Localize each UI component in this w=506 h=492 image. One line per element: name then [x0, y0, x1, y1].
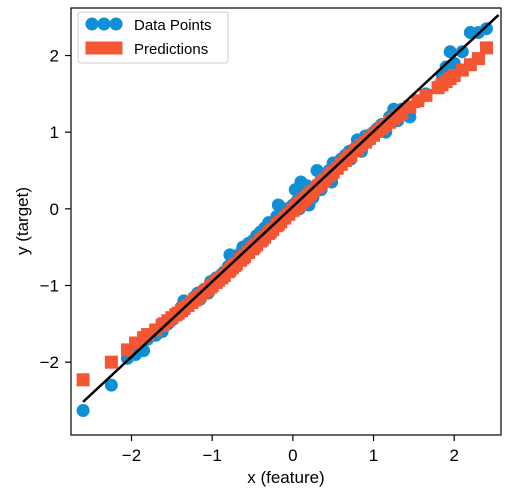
y-tick-label: −1: [40, 277, 59, 296]
fit-line: [82, 14, 500, 403]
data-point: [479, 22, 493, 36]
axis-ticks: −2 −1 0 1 2 −2 −1 0 1 2: [40, 47, 459, 465]
legend-label-predictions: Predictions: [134, 41, 208, 58]
prediction-point: [76, 373, 90, 387]
plot-frame: [70, 7, 502, 436]
prediction-point: [479, 41, 493, 55]
y-tick-label: −2: [40, 353, 59, 372]
data-point: [76, 403, 90, 417]
x-tick-label: −1: [202, 446, 221, 465]
x-tick-label: 0: [288, 446, 297, 465]
data-point: [104, 378, 118, 392]
y-tick-label: 2: [50, 47, 59, 66]
x-tick-label: 1: [369, 446, 378, 465]
legend-data-circle: [85, 17, 99, 31]
legend-pred-square: [85, 41, 99, 55]
x-tick-label: −2: [122, 446, 141, 465]
legend-predictions-marker: [85, 41, 123, 55]
data-point: [455, 45, 469, 59]
legend: Data Points Predictions: [77, 11, 229, 64]
y-tick-label: 0: [50, 200, 59, 219]
prediction-point: [104, 355, 118, 369]
data-point: [443, 45, 457, 59]
y-tick-label: 1: [50, 123, 59, 142]
y-axis-label: y (target): [13, 187, 32, 255]
legend-data-points-marker: [85, 17, 123, 31]
legend-data-circle: [97, 17, 111, 31]
legend-pred-square: [109, 41, 123, 55]
x-tick-label: 2: [449, 446, 458, 465]
legend-data-circle: [109, 17, 123, 31]
legend-label-data-points: Data Points: [134, 17, 212, 34]
prediction-point: [419, 88, 433, 102]
prediction-point: [471, 52, 485, 66]
legend-pred-square: [97, 41, 111, 55]
x-axis-label: x (feature): [247, 468, 324, 487]
